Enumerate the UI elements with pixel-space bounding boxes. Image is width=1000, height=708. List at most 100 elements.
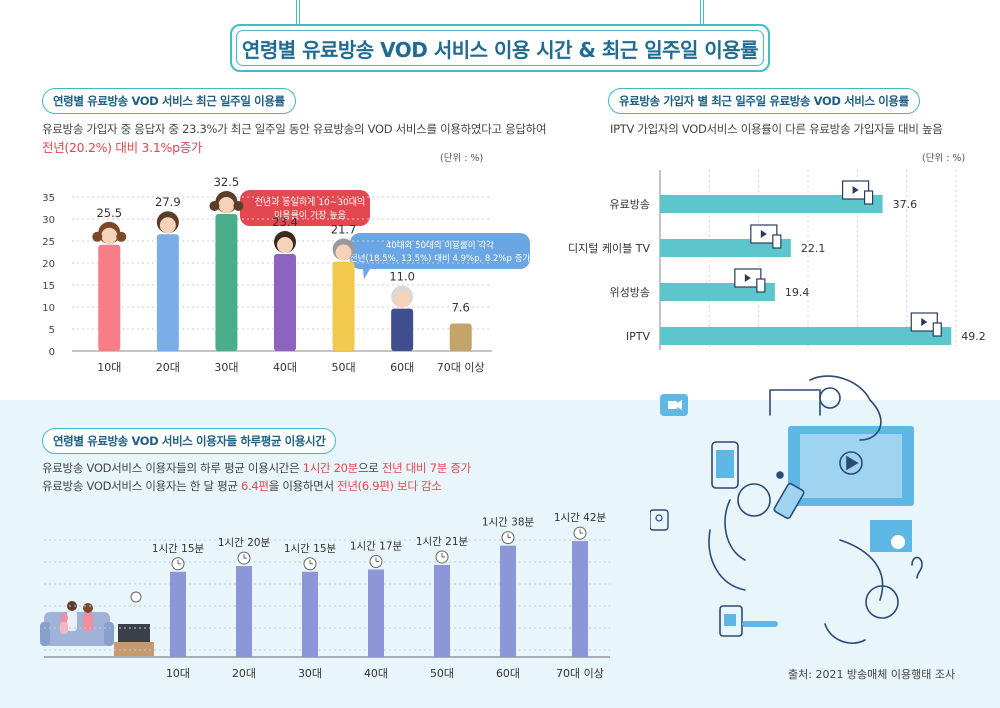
family-sofa-illustration <box>40 591 154 656</box>
banner-hanger-right <box>700 0 704 26</box>
callout-2: 40대와 50대의 이용률이 각각 전년(18.5%, 13.5%) 대비 4.… <box>350 233 531 279</box>
callout-1: 전년과 동일하게 10~30대의 이용률이 가장 높음 <box>232 190 370 226</box>
hbar-category-label: IPTV <box>626 330 651 343</box>
vod-illustration <box>650 375 923 644</box>
subscriber-usage-rate-chart: 37.6 유료방송 22.1 디지털 케이블 TV 19.4 위성방송 49.2 IPTV <box>568 170 986 350</box>
hbar-group: 22.1 디지털 케이블 TV <box>568 224 826 257</box>
bar-group: 11.0 60대 <box>389 270 415 374</box>
main-title-banner: 연령별 유료방송 VOD 서비스 이용 시간 & 최근 일주일 이용률 <box>230 24 770 72</box>
hbar-value-label: 49.2 <box>961 330 986 343</box>
callout-1-line1: 전년과 동일하게 10~30대의 <box>255 197 366 208</box>
x-category-label: 40대 <box>364 667 388 680</box>
bar-value-label: 23.4 <box>272 215 298 229</box>
remote-icon <box>863 190 874 205</box>
time-value-label: 1시간 42분 <box>554 512 607 524</box>
hbar-value-label: 22.1 <box>801 242 826 255</box>
bar <box>215 214 238 351</box>
desc2-count: 6.4편 <box>241 479 269 493</box>
section2-unit: (단위 : %) <box>922 153 966 164</box>
hbar-category-label: 위성방송 <box>610 286 650 299</box>
time-value-label: 1시간 20분 <box>218 537 271 549</box>
age-usage-rate-chart: 전년과 동일하게 10~30대의 이용률이 가장 높음 40대와 50대의 이용… <box>42 175 531 374</box>
bar <box>98 244 121 351</box>
bar-group: 7.6 70대 이상 <box>437 301 485 374</box>
time-bar <box>434 564 450 657</box>
person-face <box>218 197 235 213</box>
hbar-group: 19.4 위성방송 <box>610 268 809 301</box>
callout-1-line2: 이용률이 가장 높음 <box>274 210 346 221</box>
section2-desc: IPTV 가입자의 VOD서비스 이용률이 다른 유료방송 가입자들 대비 높음 <box>610 122 943 136</box>
desc2-text: 유료방송 VOD서비스 이용자는 한 달 평균 <box>42 479 242 493</box>
x-category-label: 20대 <box>232 667 256 680</box>
callout-2-line2: 전년(18.5%, 13.5%) 대비 4.9%p, 8.2%p 증가 <box>350 253 531 264</box>
x-category-label: 10대 <box>97 361 121 374</box>
time-bar <box>236 566 252 657</box>
bar-value-label: 11.0 <box>389 270 415 284</box>
x-category-label: 60대 <box>390 361 414 374</box>
y-tick-label: 25 <box>42 237 55 248</box>
time-bar-group: 1시간 42분 70대 이상 <box>554 512 607 680</box>
section3-tag: 연령별 유료방송 VOD 서비스 이용자들 하루평균 이용시간 <box>42 428 337 454</box>
callout-2-line1: 40대와 50대의 이용률이 각각 <box>386 240 494 251</box>
hbar <box>660 195 883 213</box>
play-glyph <box>921 318 928 326</box>
y-tick-label: 15 <box>42 281 55 292</box>
x-category-label: 50대 <box>332 361 356 374</box>
bar-value-label: 27.9 <box>155 195 181 209</box>
x-category-label: 10대 <box>166 667 190 680</box>
hbar-group: 49.2 IPTV <box>626 312 986 345</box>
y-tick-label: 30 <box>42 215 55 226</box>
x-category-label: 20대 <box>156 361 180 374</box>
banner-hanger-left <box>296 0 300 26</box>
desc2-text2: 을 이용하면서 <box>268 479 338 493</box>
hbar-category-label: 디지털 케이블 TV <box>568 242 650 255</box>
x-category-label: 60대 <box>496 667 520 680</box>
person-face <box>159 217 176 234</box>
section3-desc1: 유료방송 VOD서비스 이용자들의 하루 평균 이용시간은 1시간 20분으로 … <box>42 460 471 476</box>
time-bar <box>170 571 186 657</box>
bar-group: 21.7 50대 <box>331 223 357 374</box>
source-note: 출처: 2021 방송매체 이용행태 조사 <box>788 668 956 681</box>
time-bar-group: 1시간 15분 10대 <box>152 543 205 680</box>
y-tick-label: 0 <box>49 347 55 358</box>
person-icon <box>650 509 669 531</box>
time-bar <box>572 541 588 657</box>
section1-desc: 유료방송 가입자 중 응답자 중 23.3%가 최근 일주일 동안 유료방송의 … <box>42 122 547 136</box>
time-bar-group: 1시간 20분 20대 <box>218 537 271 680</box>
time-bar <box>368 569 384 657</box>
time-value-label: 1시간 15분 <box>152 543 205 555</box>
time-bar <box>302 571 318 657</box>
bar-group: 23.4 40대 <box>272 215 298 374</box>
bar <box>332 261 355 351</box>
desc1-time: 1시간 20분 <box>302 461 359 475</box>
bar-group: 27.9 20대 <box>155 195 181 374</box>
person-face <box>101 227 118 244</box>
person-face <box>277 237 293 254</box>
time-value-label: 1시간 17분 <box>350 541 403 553</box>
bar <box>156 234 179 351</box>
person-hair-side <box>233 201 244 211</box>
desc1-text2: 으로 <box>357 461 382 475</box>
time-value-label: 1시간 38분 <box>482 517 535 529</box>
bar-group: 25.5 10대 <box>92 206 127 374</box>
bar-value-label: 32.5 <box>214 175 240 189</box>
y-tick-label: 5 <box>49 325 55 336</box>
play-glyph <box>744 274 751 282</box>
desc1-increase: 전년 대비 7분 증가 <box>381 461 471 475</box>
section2-tag: 유료방송 가입자 별 최근 일주일 유료방송 VOD 서비스 이용률 <box>608 88 920 114</box>
x-category-label: 70대 이상 <box>556 667 604 680</box>
time-bar-group: 1시간 15분 30대 <box>284 543 337 680</box>
hbar-group: 37.6 유료방송 <box>610 180 918 213</box>
bar-value-label: 25.5 <box>96 206 122 220</box>
section1-unit: (단위 : %) <box>440 153 484 164</box>
person-face <box>335 244 352 261</box>
time-bar <box>500 545 516 657</box>
bar-group: 32.5 30대 <box>209 175 244 374</box>
y-tick-label: 20 <box>42 259 55 270</box>
hbar-value-label: 37.6 <box>893 198 918 211</box>
page-title: 연령별 유료방송 VOD 서비스 이용 시간 & 최근 일주일 이용률 <box>241 37 759 62</box>
x-category-label: 50대 <box>430 667 454 680</box>
section1-highlight: 전년(20.2%) 대비 3.1%p증가 <box>42 140 203 155</box>
y-tick-label: 35 <box>42 193 55 204</box>
remote-icon <box>932 322 942 337</box>
